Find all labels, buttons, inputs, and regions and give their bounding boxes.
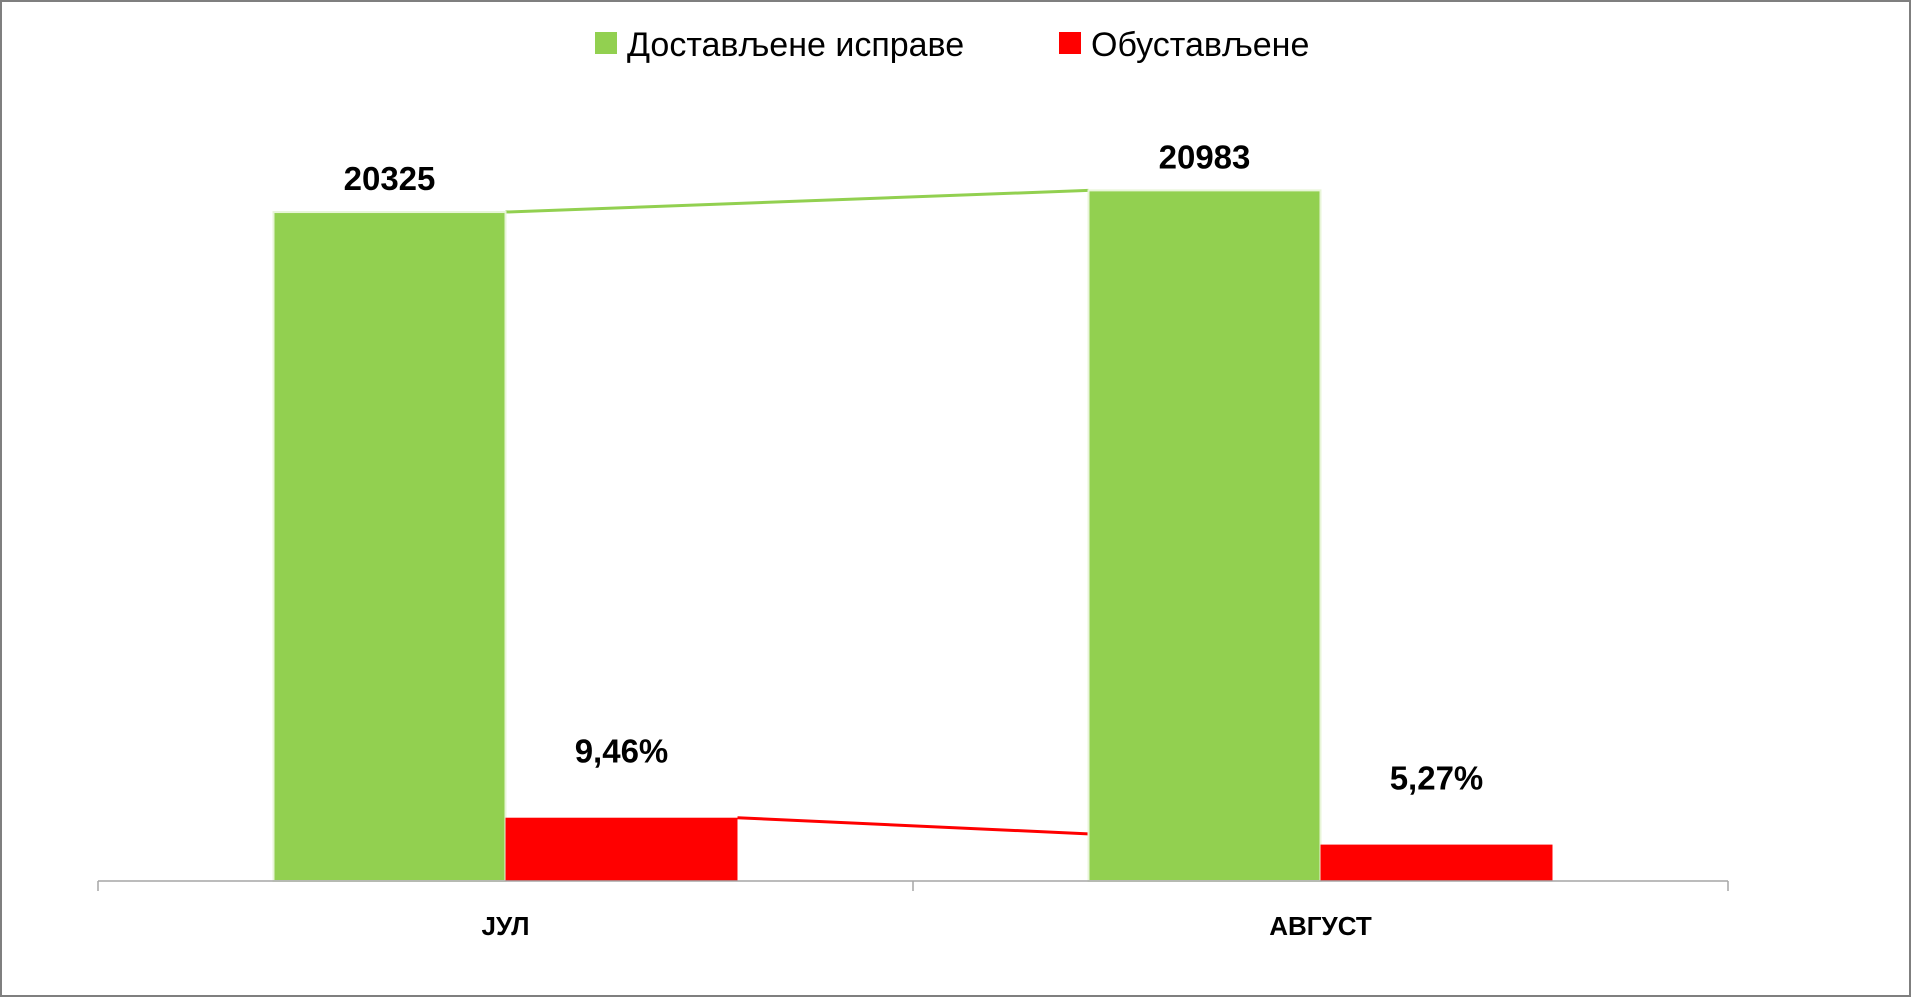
bar-suspended-august (1320, 844, 1553, 881)
legend: Достављене исправе Обустављене (595, 26, 1309, 64)
bar-suspended-jul (505, 817, 738, 881)
data-label-delivered-jul: 20325 (344, 160, 436, 197)
legend-swatch-suspended (1059, 32, 1081, 54)
data-labels: 20325 9,46% 20983 5,27% (344, 138, 1484, 796)
category-labels: ЈУЛ АВГУСТ (482, 911, 1372, 941)
bar-delivered-jul (272, 211, 507, 882)
bar-delivered-august (1087, 189, 1322, 882)
data-label-suspended-jul: 9,46% (575, 733, 669, 770)
legend-label-delivered: Достављене исправе (627, 26, 964, 64)
legend-swatch-delivered (595, 32, 617, 54)
category-label-august: АВГУСТ (1269, 911, 1372, 941)
x-axis (97, 880, 1729, 891)
category-label-jul: ЈУЛ (482, 911, 530, 941)
bars (272, 189, 1553, 882)
data-label-delivered-august: 20983 (1159, 138, 1251, 175)
legend-label-suspended: Обустављене (1091, 26, 1309, 64)
data-label-suspended-august: 5,27% (1390, 760, 1484, 797)
series-line-delivered (505, 188, 1089, 214)
